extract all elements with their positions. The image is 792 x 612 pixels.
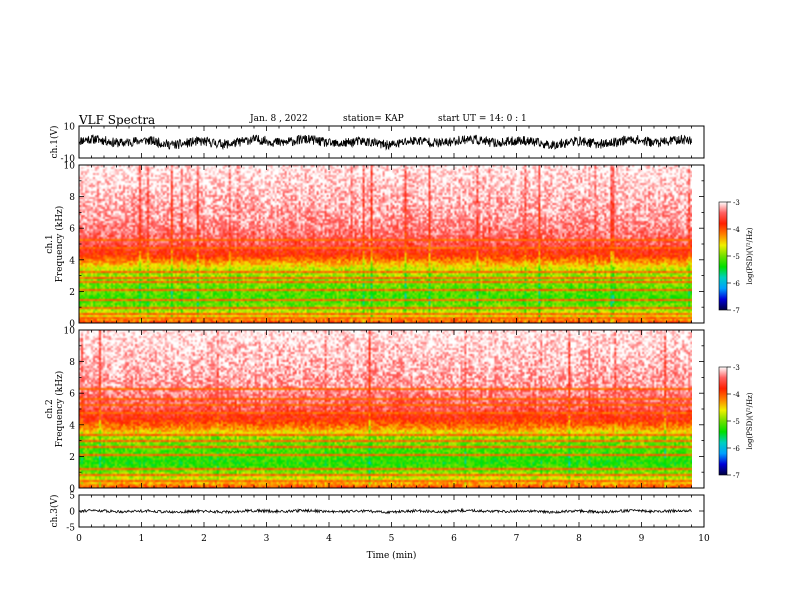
ch1-spectrogram-ytick-label: 6 bbox=[69, 225, 75, 235]
figure-title: VLF Spectra bbox=[79, 113, 156, 127]
ch2-spectrogram-ytick-label: 6 bbox=[69, 390, 75, 400]
ch2-spectrogram-ytick-label: 4 bbox=[69, 421, 75, 431]
ch1-colorbar-tick-label: -6 bbox=[733, 280, 740, 288]
ch2-spectrogram-ylabel-line: Frequency (kHz) bbox=[54, 371, 65, 448]
ch1-waveform-trace bbox=[78, 134, 692, 151]
ch2-colorbar-label: log(PSD)(V²/Hz) bbox=[746, 392, 754, 449]
ch3-waveform-trace bbox=[78, 507, 692, 515]
ch2-spectrogram-image bbox=[79, 330, 692, 488]
ch3-waveform-ytick-label: -5 bbox=[66, 524, 75, 534]
ch1-waveform-ytick-label: 10 bbox=[64, 123, 76, 133]
ch3-waveform-xtick-label: 5 bbox=[389, 534, 395, 544]
ch3-waveform-xtick-label: 9 bbox=[639, 534, 645, 544]
ch2-colorbar-tick-label: -3 bbox=[733, 364, 740, 372]
ch2-spectrogram-ytick-label: 2 bbox=[69, 453, 75, 463]
ch1-waveform-ytick-label: -10 bbox=[61, 155, 76, 165]
ch3-waveform-ylabel-line: ch.3(V) bbox=[49, 495, 60, 528]
ch3-waveform-ylabel: ch.3(V) bbox=[49, 495, 60, 528]
start-time-label: start UT = 14: 0 : 1 bbox=[438, 114, 527, 124]
ch1-spectrogram-ytick-label: 0 bbox=[69, 320, 75, 330]
ch2-colorbar-tick-label: -6 bbox=[733, 445, 740, 453]
ch3-waveform-xtick-label: 6 bbox=[451, 534, 457, 544]
x-axis-label: Time (min) bbox=[367, 550, 417, 561]
ch3-waveform-xtick-label: 7 bbox=[514, 534, 520, 544]
ch1-colorbar-tick-label: -5 bbox=[733, 253, 740, 261]
station-label: station= KAP bbox=[343, 114, 404, 124]
ch1-colorbar-tick-label: -3 bbox=[733, 199, 740, 207]
ch2-colorbar-tick-label: -7 bbox=[733, 472, 740, 480]
ch2-spectrogram-ylabel: ch.2Frequency (kHz) bbox=[45, 371, 65, 448]
ch2-spectrogram-ytick-label: 10 bbox=[64, 327, 76, 337]
date-label: Jan. 8 , 2022 bbox=[250, 114, 308, 124]
ch1-spectrogram-ylabel-line: Frequency (kHz) bbox=[54, 206, 65, 283]
ch2-spectrogram-ytick-label: 8 bbox=[69, 358, 75, 368]
ch3-waveform-xtick-label: 2 bbox=[201, 534, 207, 544]
ch1-waveform-ylabel-line: ch.1(V) bbox=[49, 126, 60, 159]
ch1-spectrogram-image bbox=[79, 165, 692, 323]
ch1-colorbar-tick-label: -4 bbox=[733, 226, 740, 234]
ch2-spectrogram-ylabel-line: ch.2 bbox=[45, 399, 55, 418]
ch2-colorbar-tick-label: -4 bbox=[733, 391, 740, 399]
ch1-spectrogram-ytick-label: 8 bbox=[69, 193, 75, 203]
ch2-colorbar-tick-label: -5 bbox=[733, 418, 740, 426]
ch1-spectrogram-ytick-label: 10 bbox=[64, 162, 76, 172]
ch2-spectrogram-ytick-label: 0 bbox=[69, 485, 75, 495]
ch1-spectrogram-ylabel: ch.1Frequency (kHz) bbox=[45, 206, 65, 283]
ch1-colorbar-label: log(PSD)(V²/Hz) bbox=[746, 227, 754, 284]
ch3-waveform-xtick-label: 10 bbox=[698, 534, 710, 544]
ch3-waveform-xtick-label: 0 bbox=[76, 534, 82, 544]
ch1-spectrogram-ylabel-line: ch.1 bbox=[45, 234, 55, 253]
ch1-waveform-ylabel: ch.1(V) bbox=[49, 126, 60, 159]
ch1-colorbar-bar bbox=[718, 201, 728, 311]
ch2-colorbar-bar bbox=[718, 366, 728, 476]
ch3-waveform-ytick-label: 0 bbox=[69, 508, 75, 518]
ch3-waveform-xtick-label: 3 bbox=[264, 534, 270, 544]
ch3-waveform-xtick-label: 4 bbox=[326, 534, 332, 544]
ch1-colorbar-tick-label: -7 bbox=[733, 307, 740, 315]
ch3-waveform-xtick-label: 1 bbox=[139, 534, 145, 544]
ch1-spectrogram-ytick-label: 2 bbox=[69, 288, 75, 298]
ch3-waveform-ytick-label: 5 bbox=[69, 492, 75, 502]
ch3-waveform-xtick-label: 8 bbox=[576, 534, 582, 544]
ch1-spectrogram-ytick-label: 4 bbox=[69, 256, 75, 266]
